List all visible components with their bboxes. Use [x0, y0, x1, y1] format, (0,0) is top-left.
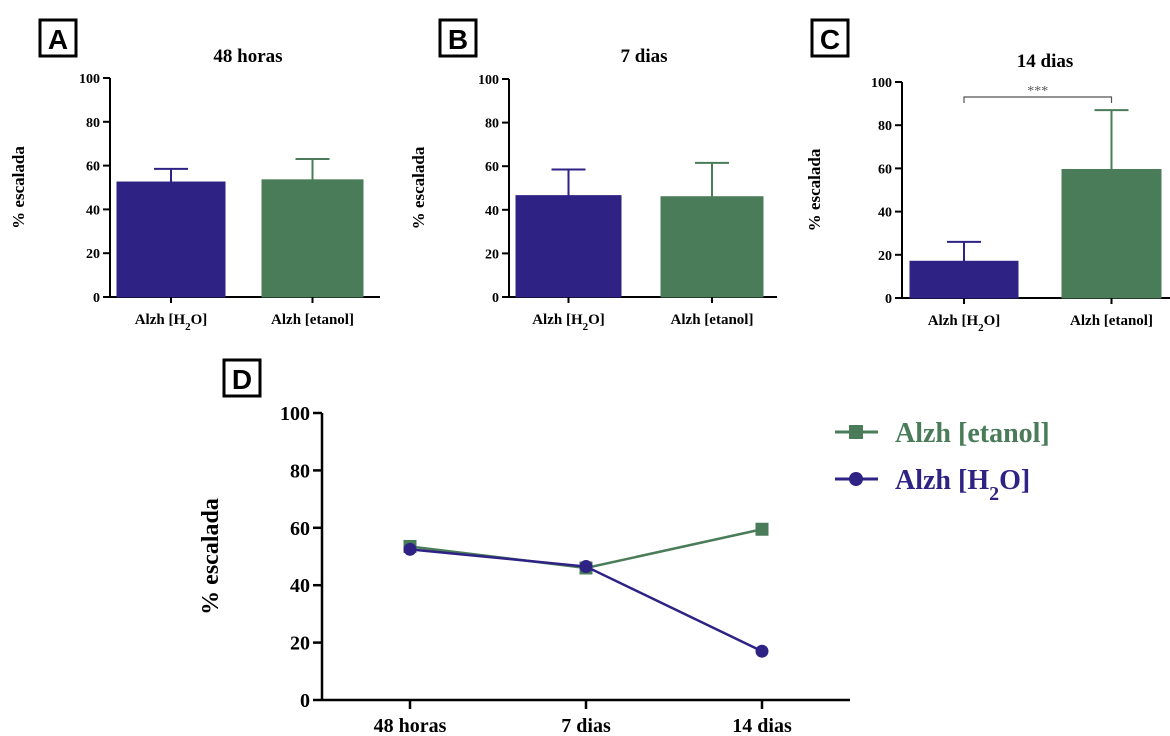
y-tick-label: 80 [878, 119, 892, 134]
x-tick-label: 7 dias [561, 715, 611, 736]
panel-label-box [222, 358, 262, 398]
subscript-2: 2 [989, 483, 999, 505]
y-axis-label: % escalada [409, 146, 428, 229]
y-tick-label: 40 [485, 204, 499, 219]
panel-label: D [232, 364, 252, 395]
significance-bracket [963, 96, 1113, 103]
y-tick-label: 40 [86, 203, 100, 218]
y-tick-label: 60 [290, 518, 310, 540]
significance-label: *** [1027, 84, 1048, 99]
bar-etanol [660, 196, 764, 298]
y-tick-label: 80 [485, 117, 499, 132]
panel-c: C 14 dias % escalada 0 20 40 60 80 100 Alzh [H2O]… [805, 18, 1170, 334]
x-tick-label: Alzh [etanol] [1070, 313, 1153, 329]
y-tick-label: 20 [485, 247, 499, 262]
subscript-2: 2 [978, 322, 984, 334]
bar-h2o [909, 260, 1019, 299]
data-point-square [755, 522, 769, 536]
x-tick-label: Alzh [etanol] [671, 312, 754, 328]
data-point-circle [403, 542, 417, 556]
x-tick-label: Alzh [H2O] [928, 313, 1001, 334]
bar-h2o [515, 195, 622, 298]
y-tick-label: 20 [290, 633, 310, 655]
data-point-circle [755, 644, 769, 658]
y-tick-label: 20 [86, 247, 100, 262]
y-axis-label: % escalada [805, 148, 824, 231]
x-tick-label: Alzh [etanol] [271, 312, 354, 328]
y-axis-label: % escalada [198, 498, 224, 615]
y-tick-label: 40 [290, 575, 310, 597]
y-tick-label: 80 [290, 460, 310, 482]
legend-marker-square [849, 425, 863, 439]
subscript-2: 2 [185, 321, 191, 333]
y-tick-label: 80 [86, 116, 100, 131]
panel-d: D % escalada 0 20 40 60 80 100 48 horas 7 dias 14 … [198, 358, 1050, 736]
panel-label-box [810, 18, 850, 58]
y-tick-label: 20 [878, 249, 892, 264]
x-tick-label: Alzh [H2O] [532, 312, 605, 333]
chart-title: 14 dias [1017, 51, 1074, 72]
bar-etanol [261, 179, 364, 298]
subscript-2: 2 [583, 321, 589, 333]
y-tick-label: 0 [885, 292, 892, 307]
y-axis-label: % escalada [9, 146, 28, 229]
panel-label: C [820, 24, 840, 55]
y-tick-label: 100 [79, 72, 100, 87]
data-point-circle [579, 560, 593, 574]
y-tick-label: 60 [878, 162, 892, 177]
legend: Alzh [etanol] Alzh [H2O] [835, 418, 1050, 505]
legend-marker-circle [849, 472, 863, 486]
y-tick-label: 100 [478, 73, 499, 88]
panel-a: A 48 horas % escalada 0 20 40 60 80 100 Alzh [H2O… [9, 18, 380, 333]
x-tick-label: 14 dias [732, 715, 792, 736]
y-tick-label: 60 [86, 160, 100, 175]
y-tick-label: 40 [878, 206, 892, 221]
panel-label: A [48, 24, 68, 55]
panel-b: B 7 dias % escalada 0 20 40 60 80 100 Alzh [H2O] A… [409, 18, 777, 333]
panel-label-box [438, 18, 478, 58]
y-tick-label: 0 [93, 291, 100, 306]
bar-etanol [1061, 168, 1162, 299]
panel-label-box [38, 18, 78, 58]
x-tick-label: 48 horas [374, 715, 447, 736]
bar-h2o [116, 181, 226, 298]
y-tick-label: 60 [485, 160, 499, 175]
y-tick-label: 0 [492, 291, 499, 306]
legend-label: Alzh [etanol] [895, 418, 1050, 449]
y-tick-label: 0 [300, 690, 310, 712]
y-tick-label: 100 [280, 403, 310, 425]
y-tick-label: 100 [871, 76, 892, 91]
legend-label: Alzh [H2O] [895, 465, 1030, 505]
chart-title: 48 horas [213, 46, 282, 67]
chart-title: 7 dias [621, 46, 668, 67]
panel-label: B [448, 24, 468, 55]
x-tick-label: Alzh [H2O] [135, 312, 208, 333]
